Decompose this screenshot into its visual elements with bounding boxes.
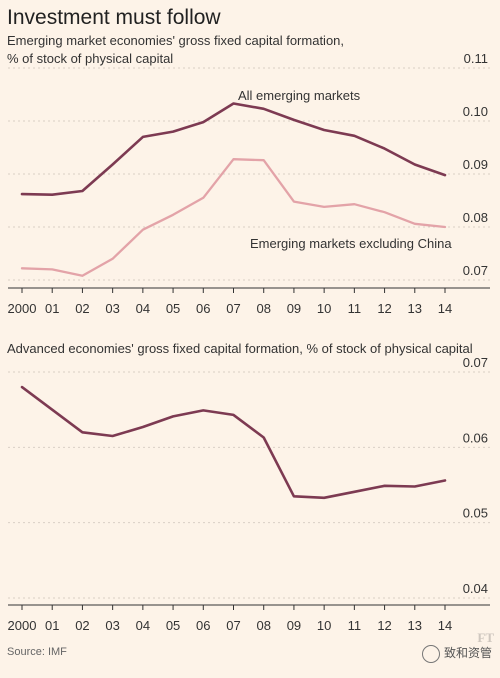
y-tick-label: 0.07 — [463, 263, 488, 278]
chart1-subtitle-line2: % of stock of physical capital — [7, 51, 174, 66]
y-tick-label: 0.07 — [463, 355, 488, 370]
x-tick-label: 04 — [136, 618, 150, 633]
x-tick-label: 02 — [75, 618, 89, 633]
x-tick-label: 07 — [226, 301, 240, 316]
x-tick-label: 01 — [45, 618, 59, 633]
x-tick-label: 12 — [377, 618, 391, 633]
x-tick-label: 2000 — [8, 301, 37, 316]
x-tick-label: 09 — [287, 618, 301, 633]
x-tick-label: 07 — [226, 618, 240, 633]
watermark: 致和资管 — [421, 644, 492, 663]
x-tick-label: 13 — [408, 618, 422, 633]
x-tick-label: 06 — [196, 618, 210, 633]
series-line-1-1 — [20, 102, 447, 196]
series-label-all-emerging-markets: All emerging markets — [238, 88, 361, 103]
y-tick-label: 0.11 — [464, 51, 488, 66]
x-tick-label: 08 — [256, 618, 270, 633]
x-tick-label: 12 — [377, 301, 391, 316]
y-tick-label: 0.09 — [463, 157, 488, 172]
series-line-2-1 — [20, 385, 447, 500]
x-tick-label: 13 — [408, 301, 422, 316]
x-tick-label: 04 — [136, 301, 150, 316]
ft-logo: FT — [477, 630, 494, 645]
y-tick-label: 0.05 — [463, 506, 488, 521]
x-tick-label: 05 — [166, 618, 180, 633]
x-tick-label: 11 — [348, 618, 362, 633]
series-line-1-2 — [20, 158, 447, 277]
chart2-subtitle: Advanced economies' gross fixed capital … — [7, 341, 473, 356]
x-tick-label: 10 — [317, 618, 331, 633]
wechat-icon — [421, 644, 440, 663]
x-tick-label: 08 — [256, 301, 270, 316]
x-tick-label: 05 — [166, 301, 180, 316]
watermark-text: 致和资管 — [443, 646, 492, 660]
x-tick-label: 14 — [438, 618, 452, 633]
chart1-subtitle-line1: Emerging market economies' gross fixed c… — [7, 33, 345, 48]
x-tick-label: 09 — [287, 301, 301, 316]
x-tick-label: 11 — [348, 301, 362, 316]
x-tick-label: 02 — [75, 301, 89, 316]
y-tick-label: 0.10 — [463, 104, 488, 119]
source-note: Source: IMF — [7, 646, 67, 658]
x-tick-label: 14 — [438, 301, 452, 316]
chart-title: Investment must follow — [7, 6, 221, 29]
x-tick-label: 2000 — [8, 618, 37, 633]
x-tick-label: 03 — [105, 618, 119, 633]
series-label-ex-china: Emerging markets excluding China — [250, 236, 452, 251]
y-tick-label: 0.06 — [463, 430, 488, 445]
y-tick-label: 0.08 — [463, 210, 488, 225]
x-tick-label: 06 — [196, 301, 210, 316]
y-tick-label: 0.04 — [463, 581, 488, 596]
x-tick-label: 10 — [317, 301, 331, 316]
x-tick-label: 01 — [45, 301, 59, 316]
x-tick-label: 03 — [105, 301, 119, 316]
